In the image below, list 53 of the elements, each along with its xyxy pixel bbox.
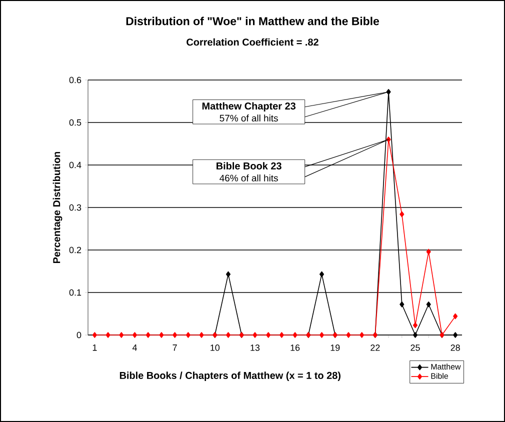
- x-tick-label: 25: [410, 344, 420, 351]
- y-tick-label: 0.4: [69, 162, 82, 168]
- point: [119, 332, 124, 338]
- annotation: 46% of all hits: [220, 174, 278, 182]
- point: [186, 332, 190, 338]
- point: [226, 332, 231, 338]
- point: [412, 332, 418, 338]
- point: [386, 89, 391, 95]
- point: [172, 332, 178, 338]
- y-tick-label: 0.5: [69, 119, 82, 126]
- point: [252, 332, 258, 338]
- point: [319, 332, 324, 338]
- annotation: Matthew Chapter 23: [202, 102, 296, 112]
- point: [453, 332, 458, 338]
- x-tick-label: 1: [92, 344, 97, 351]
- point: [279, 332, 284, 338]
- x-axis-title: Bible Books / Chapters of Matthew (x = 1 to 28): [120, 372, 340, 381]
- y-tick-label: 0: [76, 332, 82, 338]
- y-tick-label: 0.3: [69, 204, 82, 211]
- annotation: Bible Book 23: [216, 162, 282, 170]
- point: [199, 332, 204, 338]
- point: [412, 322, 418, 328]
- point: [400, 211, 404, 218]
- point: [292, 332, 298, 338]
- x-tick-label: 16: [290, 344, 300, 351]
- chart-title: Distribution of "Woe" in Matthew and the Bible: [126, 16, 380, 26]
- x-tick-label: 7: [172, 344, 177, 351]
- point: [146, 332, 150, 338]
- x-tick-label: 22: [370, 344, 380, 351]
- point: [266, 332, 271, 338]
- point: [132, 332, 138, 338]
- point: [360, 332, 364, 338]
- y-tick-label: 0.6: [69, 76, 82, 84]
- x-tick-label: 13: [250, 344, 260, 351]
- point: [426, 302, 431, 308]
- point: [106, 332, 110, 338]
- chart-subtitle: Correlation Coefficient = .82: [186, 38, 318, 46]
- y-tick-label: 0.2: [69, 246, 82, 254]
- point: [400, 302, 404, 308]
- x-tick-label: 28: [450, 344, 460, 351]
- point: [426, 248, 431, 255]
- point: [453, 313, 458, 320]
- y-tick-label: 0.1: [69, 289, 82, 296]
- point: [346, 332, 351, 338]
- annotation: 57% of all hits: [220, 114, 278, 122]
- point: [92, 332, 97, 338]
- x-tick-label: 19: [330, 344, 340, 351]
- y-axis-title: Percentage Distribution: [52, 152, 62, 264]
- x-tick-label: 4: [132, 344, 137, 351]
- x-tick-label: 10: [210, 344, 220, 351]
- point: [319, 271, 324, 278]
- point: [159, 332, 164, 338]
- point: [226, 271, 231, 278]
